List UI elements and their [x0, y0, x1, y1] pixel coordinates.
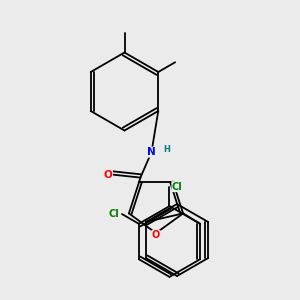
Text: Cl: Cl: [109, 209, 120, 219]
Text: O: O: [103, 169, 112, 180]
Text: Cl: Cl: [172, 182, 183, 192]
Text: H: H: [164, 145, 170, 154]
Text: N: N: [147, 147, 156, 157]
Text: O: O: [152, 230, 160, 241]
